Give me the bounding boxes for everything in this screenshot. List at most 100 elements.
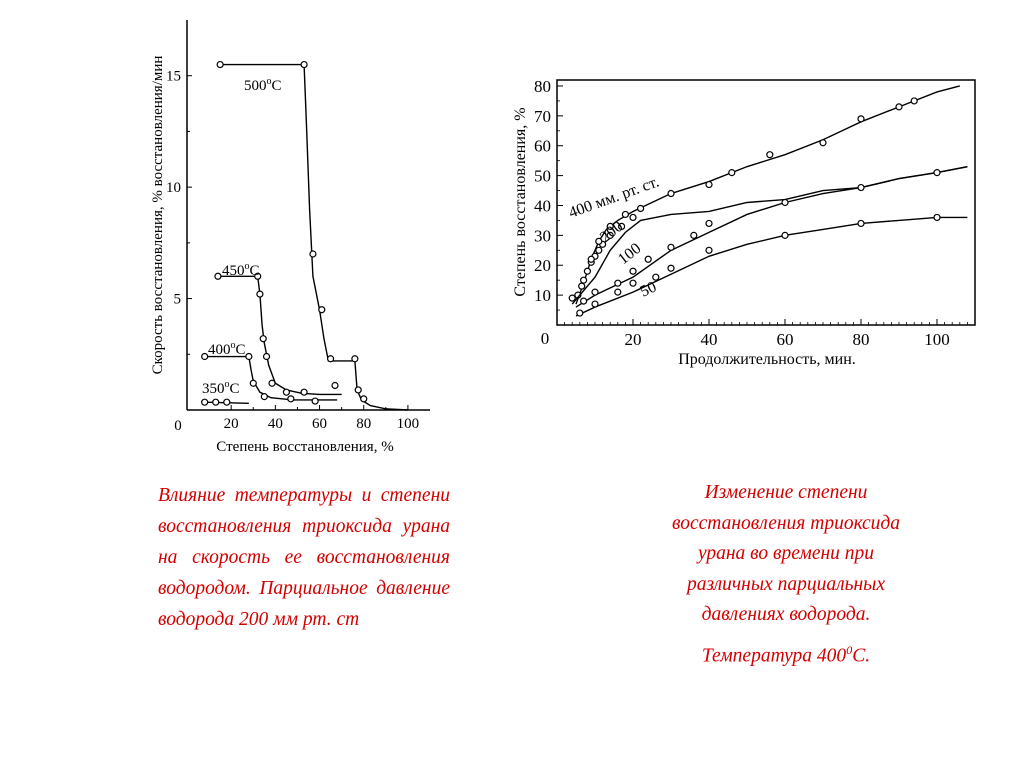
data-point <box>595 246 603 254</box>
y-axis-label: Степень восстановления, % <box>512 107 529 296</box>
data-point <box>212 398 220 406</box>
data-point <box>857 219 865 228</box>
data-point <box>637 204 645 213</box>
data-point <box>933 169 941 177</box>
left-chart-caption: Влияние температуры и степени восстановл… <box>158 485 450 630</box>
data-point <box>705 219 713 228</box>
data-point <box>579 297 588 305</box>
data-point <box>629 213 637 222</box>
data-point <box>895 103 903 111</box>
data-point <box>629 267 637 275</box>
x-tick-label: 100 <box>924 330 950 349</box>
data-point <box>287 395 295 403</box>
y-tick-label: 5 <box>174 292 182 308</box>
data-point <box>629 279 637 287</box>
x-tick-label: 60 <box>777 330 794 349</box>
data-point <box>705 246 713 254</box>
data-point <box>354 386 362 394</box>
x-tick-label: 20 <box>224 416 239 432</box>
x-tick-label: 40 <box>268 416 283 432</box>
data-point <box>644 255 652 263</box>
origin-label: 0 <box>541 329 550 348</box>
data-point <box>300 388 308 396</box>
data-point <box>579 276 588 284</box>
data-point <box>262 352 271 361</box>
rate-vs-reduction-chart: 20 40 60 80 100 5 10 15 500oC 450oC 400oC 350oC 0… <box>150 20 430 455</box>
data-point <box>614 279 622 287</box>
series-line <box>575 216 968 317</box>
data-point <box>249 379 257 387</box>
x-tick-label: 60 <box>312 416 327 432</box>
data-point <box>326 355 335 363</box>
data-point <box>591 300 599 308</box>
data-point <box>309 250 317 258</box>
data-point <box>910 97 918 105</box>
data-point <box>351 355 359 363</box>
data-point <box>331 381 339 390</box>
x-tick-label: 100 <box>397 416 420 432</box>
data-point <box>254 272 262 280</box>
data-point <box>578 282 586 290</box>
plot-frame <box>556 79 976 326</box>
data-point <box>216 60 224 69</box>
right-chart-caption: Изменение степени восстановления триокси… <box>668 478 904 672</box>
data-point <box>781 198 789 207</box>
right-caption-main: Изменение степени восстановления триокси… <box>672 482 900 625</box>
data-point <box>201 398 209 406</box>
data-point <box>606 231 614 239</box>
data-point <box>857 183 865 192</box>
y-tick-label: 60 <box>534 137 551 156</box>
data-point <box>318 306 326 314</box>
x-origin-label: 0 <box>174 418 182 434</box>
data-point <box>728 169 736 177</box>
data-point <box>617 222 626 231</box>
series-line <box>217 63 408 411</box>
data-point <box>819 139 827 147</box>
data-point <box>282 388 291 396</box>
data-point <box>256 290 264 298</box>
y-tick-label: 50 <box>534 167 551 186</box>
series-line <box>575 165 968 308</box>
data-point <box>223 398 231 406</box>
temp-degree: 0 <box>846 642 853 657</box>
y-tick-label: 10 <box>166 180 181 196</box>
x-tick-label: 20 <box>625 330 642 349</box>
data-point <box>766 151 774 159</box>
data-point <box>621 210 630 219</box>
data-point <box>652 273 660 281</box>
data-point <box>245 352 253 361</box>
data-point <box>667 189 675 198</box>
x-axis-label: Степень восстановления, % <box>216 439 393 455</box>
right-caption-temperature: Температура 4000С. <box>668 635 904 672</box>
data-point <box>606 222 614 231</box>
y-tick-label: 10 <box>534 286 551 305</box>
temp-suffix: С. <box>852 645 871 666</box>
series-label: 400 мм. рт. ст. <box>567 173 662 221</box>
data-point <box>591 288 599 296</box>
y-tick-label: 20 <box>534 256 551 275</box>
series-label: 400oC <box>208 340 246 358</box>
x-tick-label: 80 <box>356 416 371 432</box>
series-label: 50 <box>638 278 660 300</box>
data-point <box>268 379 276 387</box>
data-point <box>360 395 368 403</box>
series-label: 350oC <box>202 379 240 397</box>
data-point <box>933 213 941 222</box>
series-label: 500oC <box>244 76 282 94</box>
data-point <box>690 231 698 239</box>
data-point <box>201 352 209 361</box>
series-label: 100 <box>615 240 644 268</box>
y-tick-label: 40 <box>534 196 551 215</box>
y-tick-label: 30 <box>534 226 551 245</box>
reduction-vs-time-chart: 20 40 60 80 100 10 20 30 40 50 60 70 80 400 мм. рт.… <box>512 77 976 368</box>
data-point <box>568 294 576 302</box>
x-tick-label: 40 <box>701 330 718 349</box>
data-point <box>259 335 267 343</box>
x-tick-label: 80 <box>853 330 870 349</box>
data-point <box>667 264 675 272</box>
y-tick-label: 80 <box>534 77 551 96</box>
data-point <box>857 115 865 123</box>
data-point <box>587 255 595 263</box>
data-point <box>311 397 319 405</box>
temp-prefix: Температура 400 <box>701 645 847 666</box>
